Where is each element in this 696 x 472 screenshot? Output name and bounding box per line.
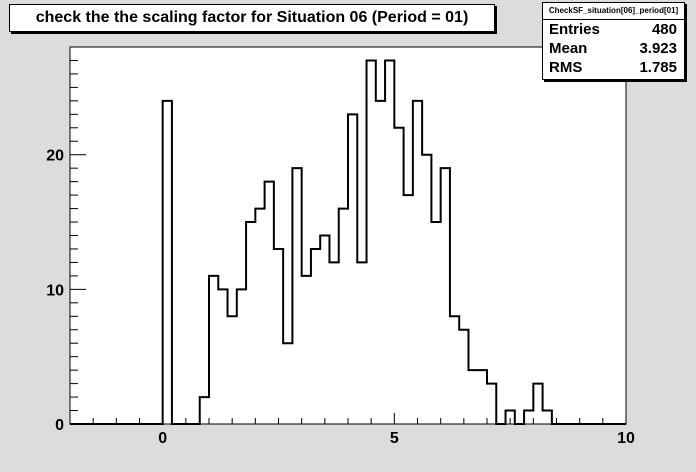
histogram-bar <box>292 168 302 424</box>
histogram-bar <box>310 248 321 424</box>
x-tick-label: 5 <box>390 430 399 447</box>
histogram-bar <box>320 235 330 424</box>
axis-ticks <box>69 46 627 425</box>
histogram-bar <box>487 383 497 424</box>
histogram-bar <box>283 343 293 424</box>
stats-label: RMS <box>549 59 583 76</box>
histogram-bar <box>375 100 386 424</box>
histogram-bar <box>301 275 311 424</box>
chart-title: check the the scaling factor for Situati… <box>9 4 495 32</box>
stats-label: Mean <box>549 40 588 57</box>
y-tick-label: 10 <box>46 282 64 299</box>
histogram-bars <box>162 60 552 425</box>
histogram-bar <box>348 114 358 425</box>
histogram-bar <box>524 410 534 424</box>
histogram-bar <box>542 410 552 424</box>
histogram-bar <box>477 370 487 424</box>
histogram-bar <box>264 181 274 424</box>
histogram-bar <box>338 208 348 424</box>
stats-label: Entries <box>549 21 600 38</box>
histogram-bar <box>329 262 339 424</box>
histogram-bar <box>431 222 441 424</box>
histogram-bar <box>403 195 413 424</box>
histogram-bar <box>394 127 404 425</box>
histogram-bar <box>505 410 515 424</box>
histogram-bar <box>357 262 367 424</box>
histogram-bar <box>227 316 237 424</box>
stats-value: 3.923 <box>639 40 677 57</box>
histogram-bar <box>440 168 450 424</box>
histogram-bar <box>162 100 172 424</box>
y-tick-label: 20 <box>46 148 64 165</box>
x-tick-label: 0 <box>158 430 167 447</box>
histogram-bar <box>209 275 219 424</box>
x-tick-label: 10 <box>617 430 635 447</box>
stats-box: CheckSF_situation[06]_period[01] Entries… <box>542 2 685 80</box>
stats-row-mean: Mean 3.923 <box>543 39 684 58</box>
histogram-bar <box>366 60 376 424</box>
histogram-bar <box>449 316 460 424</box>
histogram-bar <box>236 289 247 424</box>
histogram-bar <box>273 248 284 424</box>
histogram-bar <box>218 289 228 424</box>
stats-histogram-name: CheckSF_situation[06]_period[01] <box>543 3 684 20</box>
stats-value: 480 <box>651 21 677 38</box>
histogram-bar <box>255 208 265 424</box>
stats-row-entries: Entries 480 <box>543 20 684 39</box>
histogram-bar <box>533 383 543 424</box>
stats-row-rms: RMS 1.785 <box>543 58 684 77</box>
histogram-bar <box>422 154 432 424</box>
histogram-bar <box>385 60 395 424</box>
stats-value: 1.785 <box>639 59 677 76</box>
histogram-bar <box>468 370 478 424</box>
histogram-bar <box>459 329 469 424</box>
histogram-bar <box>246 222 256 424</box>
histogram-outline <box>70 59 626 425</box>
axis-tick-labels: 0 5 10 0 10 20 <box>46 148 635 447</box>
histogram-bar <box>412 100 423 424</box>
histogram-bar <box>199 397 209 424</box>
y-tick-label: 0 <box>55 417 64 434</box>
